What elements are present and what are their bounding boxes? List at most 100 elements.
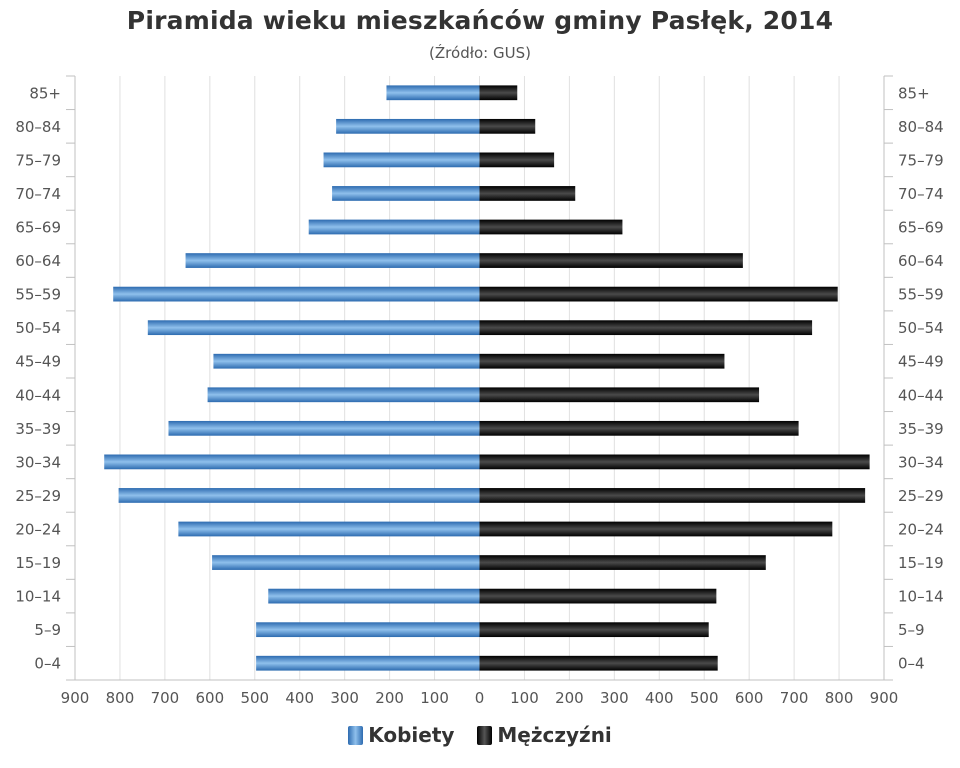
bar-men[interactable] bbox=[479, 152, 555, 168]
chart-title: Piramida wieku mieszkańców gminy Pasłęk,… bbox=[126, 6, 834, 35]
category-label-right: 55–59 bbox=[898, 286, 944, 304]
category-label-right: 0–4 bbox=[898, 655, 925, 673]
bar-men[interactable] bbox=[479, 555, 766, 570]
x-tick-label: 700 bbox=[780, 689, 809, 707]
x-tick-label: 300 bbox=[600, 689, 629, 707]
x-tick-label: 800 bbox=[106, 689, 135, 707]
category-label-left: 25–29 bbox=[15, 487, 61, 505]
bar-men[interactable] bbox=[479, 655, 718, 671]
bar-men[interactable] bbox=[479, 286, 838, 302]
x-tick-label: 900 bbox=[870, 689, 899, 707]
bar-men[interactable] bbox=[479, 118, 536, 134]
category-label-left: 55–59 bbox=[15, 286, 61, 304]
bar-women[interactable] bbox=[323, 152, 480, 168]
category-label-left: 40–44 bbox=[15, 386, 61, 404]
category-label-right: 5–9 bbox=[898, 621, 925, 639]
bar-women[interactable] bbox=[256, 622, 480, 638]
bar-men[interactable] bbox=[479, 353, 725, 369]
legend-label-women: Kobiety bbox=[368, 723, 455, 747]
x-tick-label: 600 bbox=[196, 689, 225, 707]
category-label-right: 60–64 bbox=[898, 252, 944, 270]
category-label-left: 65–69 bbox=[15, 219, 61, 237]
category-label-left: 80–84 bbox=[15, 118, 61, 136]
x-tick-label: 700 bbox=[151, 689, 180, 707]
bar-women[interactable] bbox=[332, 186, 480, 201]
bar-men[interactable] bbox=[479, 85, 518, 101]
category-label-left: 10–14 bbox=[15, 588, 61, 606]
category-label-right: 70–74 bbox=[898, 185, 944, 203]
category-label-right: 85+ bbox=[898, 84, 930, 102]
x-tick-label: 900 bbox=[61, 689, 90, 707]
bar-men[interactable] bbox=[479, 454, 870, 470]
category-label-left: 70–74 bbox=[15, 185, 61, 203]
bar-women[interactable] bbox=[308, 219, 480, 235]
category-label-left: 20–24 bbox=[15, 521, 61, 539]
bar-women[interactable] bbox=[386, 85, 480, 101]
bar-women[interactable] bbox=[118, 488, 480, 503]
bar-women[interactable] bbox=[213, 353, 480, 369]
legend-swatch-women bbox=[348, 725, 364, 745]
bar-women[interactable] bbox=[256, 655, 480, 671]
x-tick-label: 400 bbox=[285, 689, 314, 707]
x-tick-label: 500 bbox=[240, 689, 269, 707]
category-label-right: 40–44 bbox=[898, 386, 944, 404]
legend-label-men: Mężczyźni bbox=[497, 723, 612, 747]
bar-men[interactable] bbox=[479, 588, 717, 604]
bar-women[interactable] bbox=[207, 387, 480, 403]
bar-men[interactable] bbox=[479, 186, 576, 201]
bar-women[interactable] bbox=[185, 253, 480, 268]
legend-item-men[interactable]: Mężczyźni bbox=[477, 723, 612, 747]
x-tick-label: 400 bbox=[645, 689, 674, 707]
chart-subtitle: (Źródło: GUS) bbox=[429, 44, 531, 62]
category-label-left: 0–4 bbox=[34, 655, 61, 673]
category-label-left: 85+ bbox=[29, 84, 61, 102]
legend-item-women[interactable]: Kobiety bbox=[348, 723, 454, 747]
bar-men[interactable] bbox=[479, 387, 760, 403]
x-tick-label: 0 bbox=[475, 689, 485, 707]
bar-men[interactable] bbox=[479, 420, 799, 436]
tick-labels: 900 800 700 600 500 400 300 200 100 0 100 200 300 400… bbox=[15, 84, 943, 707]
bar-women[interactable] bbox=[147, 320, 480, 336]
category-label-right: 10–14 bbox=[898, 588, 944, 606]
x-tick-label: 800 bbox=[825, 689, 854, 707]
category-label-right: 25–29 bbox=[898, 487, 944, 505]
category-label-right: 45–49 bbox=[898, 353, 944, 371]
x-tick-label: 200 bbox=[555, 689, 584, 707]
bar-women[interactable] bbox=[168, 420, 480, 436]
bar-men[interactable] bbox=[479, 219, 623, 235]
bar-women[interactable] bbox=[113, 286, 480, 302]
category-label-right: 65–69 bbox=[898, 219, 944, 237]
category-label-left: 35–39 bbox=[15, 420, 61, 438]
category-label-right: 50–54 bbox=[898, 319, 944, 337]
category-label-left: 5–9 bbox=[34, 621, 61, 639]
bar-men[interactable] bbox=[479, 622, 709, 638]
category-label-left: 75–79 bbox=[15, 151, 61, 169]
x-tick-label: 500 bbox=[690, 689, 719, 707]
category-label-left: 30–34 bbox=[15, 453, 61, 471]
bar-men[interactable] bbox=[479, 253, 743, 268]
category-label-left: 50–54 bbox=[15, 319, 61, 337]
bar-men[interactable] bbox=[479, 320, 813, 336]
legend-swatch-men bbox=[477, 725, 493, 745]
x-tick-label: 100 bbox=[510, 689, 539, 707]
x-tick-label: 600 bbox=[735, 689, 764, 707]
category-label-left: 60–64 bbox=[15, 252, 61, 270]
bar-men[interactable] bbox=[479, 521, 833, 537]
bar-men[interactable] bbox=[479, 488, 866, 503]
category-label-left: 45–49 bbox=[15, 353, 61, 371]
category-label-right: 20–24 bbox=[898, 521, 944, 539]
bar-women[interactable] bbox=[104, 454, 480, 470]
bar-women[interactable] bbox=[268, 588, 480, 604]
bar-women[interactable] bbox=[336, 118, 480, 134]
x-tick-label: 200 bbox=[375, 689, 404, 707]
bar-women[interactable] bbox=[212, 555, 480, 570]
x-tick-label: 300 bbox=[330, 689, 359, 707]
bar-women[interactable] bbox=[178, 521, 480, 537]
x-tick-label: 100 bbox=[420, 689, 449, 707]
category-label-right: 35–39 bbox=[898, 420, 944, 438]
legend: Kobiety Mężczyźni bbox=[0, 723, 960, 750]
axes bbox=[66, 75, 893, 681]
bars bbox=[104, 85, 870, 671]
category-label-right: 75–79 bbox=[898, 151, 944, 169]
